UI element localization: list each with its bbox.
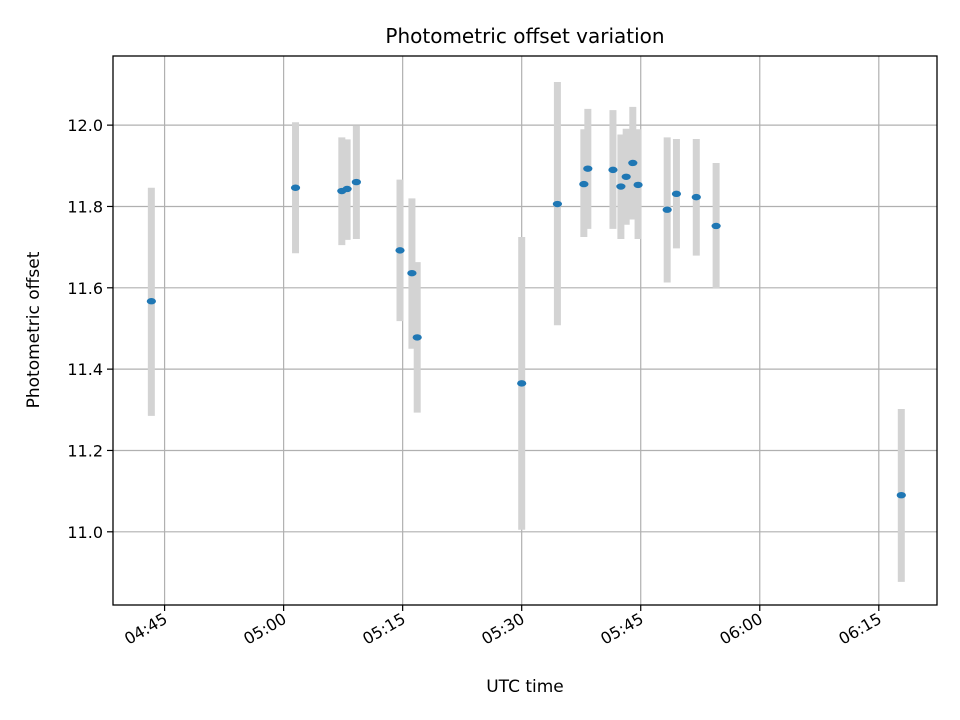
- data-point: [608, 166, 618, 174]
- data-point: [711, 222, 721, 230]
- data-point: [583, 165, 593, 172]
- y-tick-label: 11.4: [67, 360, 103, 379]
- data-point: [552, 200, 563, 208]
- y-tick-label: 12.0: [67, 116, 103, 135]
- data-point: [290, 184, 301, 191]
- x-tick-label: 05:45: [597, 609, 646, 649]
- data-point: [662, 206, 672, 213]
- data-point: [146, 298, 156, 305]
- y-tick-label: 11.8: [67, 197, 103, 216]
- x-axis-ticks: 04:45 05:00 05:15 05:30 05:45 06:00 06:15: [121, 605, 885, 649]
- x-tick-label: 05:00: [240, 609, 289, 649]
- y-axis-ticks: 11.0 11.2 11.4 11.6 11.8 12.0: [67, 116, 113, 542]
- y-tick-label: 11.2: [67, 441, 103, 460]
- data-point: [896, 492, 906, 499]
- data-point: [351, 178, 361, 186]
- data-point: [616, 183, 626, 190]
- data-point: [412, 334, 422, 341]
- data-point: [517, 380, 527, 387]
- data-point: [628, 159, 638, 167]
- data-point: [395, 247, 405, 254]
- y-axis-label: Photometric offset: [24, 251, 44, 408]
- x-axis-label: UTC time: [486, 677, 564, 697]
- x-tick-label: 06:15: [835, 609, 884, 649]
- data-point: [579, 180, 589, 188]
- data-points: [146, 159, 906, 499]
- data-point: [621, 173, 631, 180]
- data-point: [633, 181, 643, 189]
- chart-title: Photometric offset variation: [385, 24, 664, 48]
- plot-frame: [112, 55, 938, 606]
- x-tick-label: 05:15: [359, 609, 408, 649]
- y-tick-label: 11.6: [67, 279, 103, 298]
- data-point: [342, 185, 352, 193]
- x-tick-label: 06:00: [716, 609, 765, 649]
- data-point: [407, 269, 417, 277]
- y-tick-label: 11.0: [67, 523, 103, 542]
- data-point: [671, 190, 682, 198]
- error-bars: [147, 82, 905, 582]
- x-tick-label: 04:45: [121, 609, 170, 649]
- x-tick-label: 05:30: [478, 609, 527, 649]
- data-point: [691, 193, 701, 201]
